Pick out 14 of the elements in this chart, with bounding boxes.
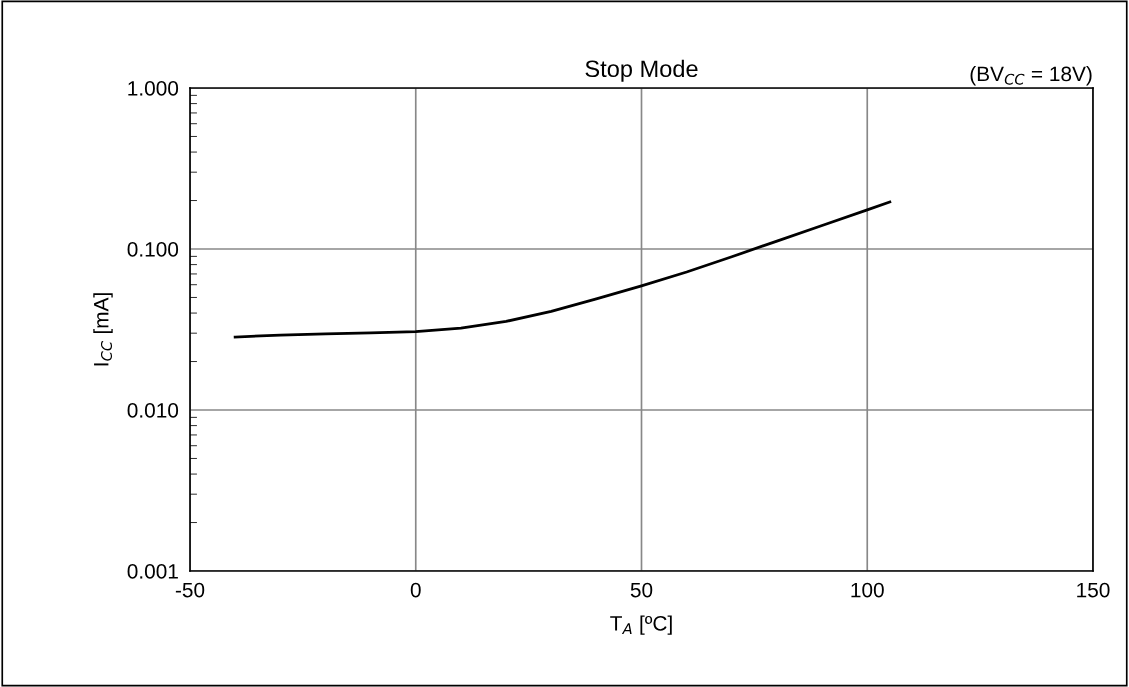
line-series: [233, 200, 892, 339]
x-tick-label: 100: [851, 582, 884, 598]
x-tick-label: 0: [410, 582, 421, 598]
y-tick-label: 1.000: [128, 81, 179, 96]
y-tick-label: 0.001: [127, 564, 178, 579]
x-tick-label: 150: [1077, 582, 1110, 598]
x-tick-label: -50: [175, 582, 205, 598]
y-tick-label: 0.010: [127, 403, 179, 418]
text: (BV$_{CC}$ = 18V): [970, 66, 1092, 86]
y-tick-label: 0.100: [127, 242, 179, 257]
y-axis-title: I$_{CC}$ [mA]: [93, 293, 113, 366]
x-tick-label: 50: [630, 582, 653, 598]
x-axis-title: T$_{A}$ [ºC]: [610, 615, 672, 635]
chart-title: Stop Mode: [585, 59, 698, 82]
